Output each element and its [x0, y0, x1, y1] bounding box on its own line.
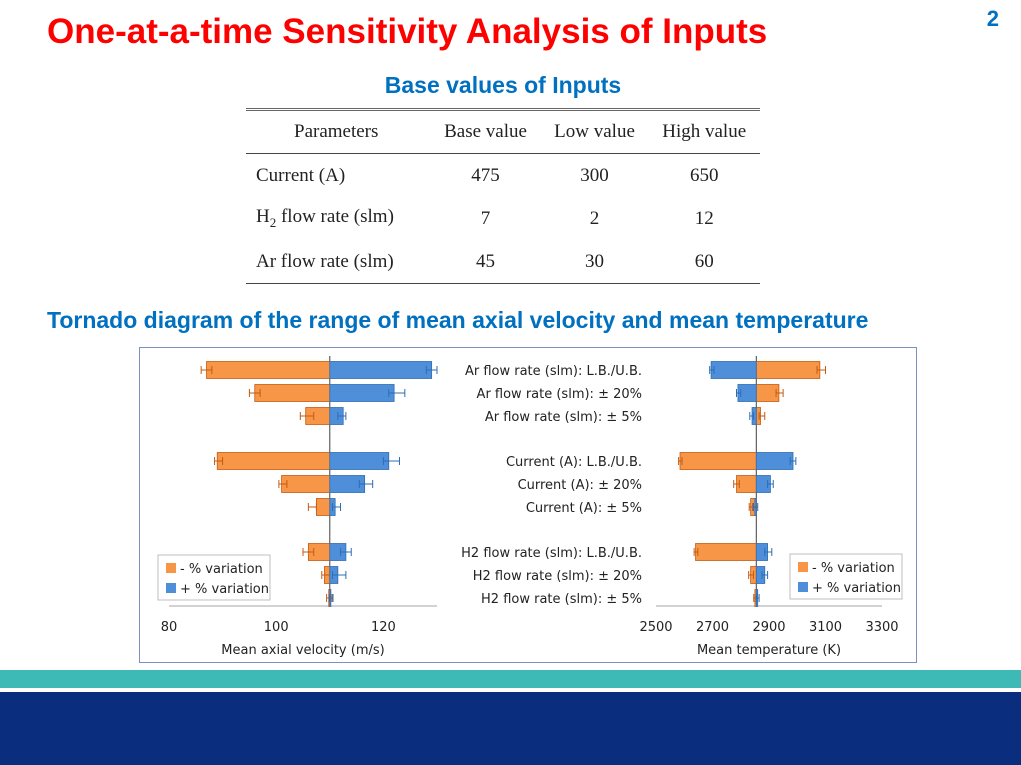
category-label: Current (A): ± 20%	[518, 478, 642, 493]
low-value: 30	[540, 240, 649, 284]
x-tick-label: 3100	[809, 620, 842, 635]
high-value: 12	[694, 207, 714, 229]
slide-title: One-at-a-time Sensitivity Analysis of In…	[47, 12, 768, 51]
chart-heading: Tornado diagram of the range of mean axi…	[47, 307, 869, 333]
high-value: 60	[648, 240, 760, 284]
param-name-text: H	[256, 206, 270, 228]
plus-variation-bar	[329, 361, 433, 379]
x-tick-label: 2700	[696, 620, 729, 635]
parameters-table: Parameters Base value Low value High val…	[246, 108, 760, 284]
legend-swatch-minus	[798, 562, 808, 572]
minus-variation-bar	[254, 384, 331, 402]
x-axis-title: Mean temperature (K)	[697, 643, 841, 658]
header-parameters: Parameters	[246, 108, 431, 154]
low-value: 300	[580, 164, 609, 186]
base-value: 7	[480, 207, 491, 229]
category-label: Current (A): ± 5%	[526, 501, 642, 516]
page-number: 2	[986, 6, 999, 31]
header-high-value: High value	[648, 108, 760, 154]
legend-label: + % variation	[812, 581, 901, 596]
legend-swatch-plus	[166, 583, 176, 593]
param-name-text: Ar flow rate (slm)	[256, 250, 394, 272]
minus-variation-bar	[695, 543, 757, 561]
category-label: Ar flow rate (slm): ± 20%	[477, 387, 642, 402]
minus-variation-bar	[206, 361, 331, 379]
table-row: H2 flow rate (slm) 7 2 12	[246, 197, 760, 240]
base-value: 475	[471, 164, 500, 186]
x-tick-label: 100	[264, 620, 289, 635]
param-subscript: 2	[269, 214, 277, 230]
legend-swatch-plus	[798, 582, 808, 592]
table-header-row: Parameters Base value Low value High val…	[246, 108, 760, 154]
legend-swatch-minus	[166, 563, 176, 573]
minus-variation-bar	[755, 361, 821, 379]
legend-label: - % variation	[180, 562, 263, 577]
category-label: Ar flow rate (slm): L.B./U.B.	[465, 364, 642, 379]
high-value: 650	[689, 164, 719, 186]
legend-label: + % variation	[180, 582, 269, 597]
legend-box	[157, 554, 271, 601]
footer-band-navy	[0, 692, 1021, 765]
table-row: Current (A) 475 300 650	[246, 154, 760, 198]
category-label: H2 flow rate (slm): L.B./U.B.	[461, 546, 642, 561]
footer-band-teal	[0, 670, 1021, 688]
header-low-value: Low value	[540, 108, 649, 154]
legend-box	[789, 553, 903, 600]
x-tick-label: 80	[161, 620, 178, 635]
plus-variation-bar	[710, 361, 757, 379]
minus-variation-bar	[216, 452, 331, 470]
plus-variation-bar	[329, 452, 390, 470]
param-name: H2 flow rate (slm)	[246, 197, 430, 240]
category-label: H2 flow rate (slm): ± 5%	[481, 592, 642, 607]
param-name: Current (A)	[246, 154, 430, 198]
x-tick-label: 120	[371, 620, 396, 635]
x-tick-label: 2900	[752, 620, 785, 635]
param-name: Ar flow rate (slm)	[246, 240, 431, 284]
category-label: Ar flow rate (slm): ± 5%	[485, 410, 642, 425]
plus-variation-bar	[755, 452, 794, 470]
param-name-rest: flow rate (slm)	[276, 206, 394, 228]
minus-variation-bar	[755, 384, 780, 402]
tornado-chart-panel: 80 100 120 Mean axial velocity (m/s) - % var…	[139, 347, 917, 663]
category-label: Current (A): L.B./U.B.	[506, 455, 642, 470]
tornado-chart: 80 100 120 Mean axial velocity (m/s) - % var…	[157, 356, 903, 658]
x-tick-label: 3300	[865, 620, 898, 635]
table-row: Ar flow rate (slm) 45 30 60	[246, 240, 760, 284]
minus-variation-bar	[315, 498, 331, 516]
param-name-text: Current (A)	[256, 164, 346, 186]
x-axis-title: Mean axial velocity (m/s)	[221, 643, 384, 658]
x-tick-label: 2500	[639, 620, 672, 635]
plus-variation-bar	[329, 384, 395, 402]
minus-variation-bar	[281, 475, 331, 493]
minus-variation-bar	[679, 452, 757, 470]
category-label: H2 flow rate (slm): ± 20%	[473, 569, 642, 584]
header-base-value: Base value	[430, 108, 541, 154]
base-value: 45	[430, 240, 541, 284]
table-heading: Base values of Inputs	[384, 72, 622, 98]
low-value: 2	[589, 207, 600, 229]
legend-label: - % variation	[812, 561, 895, 576]
